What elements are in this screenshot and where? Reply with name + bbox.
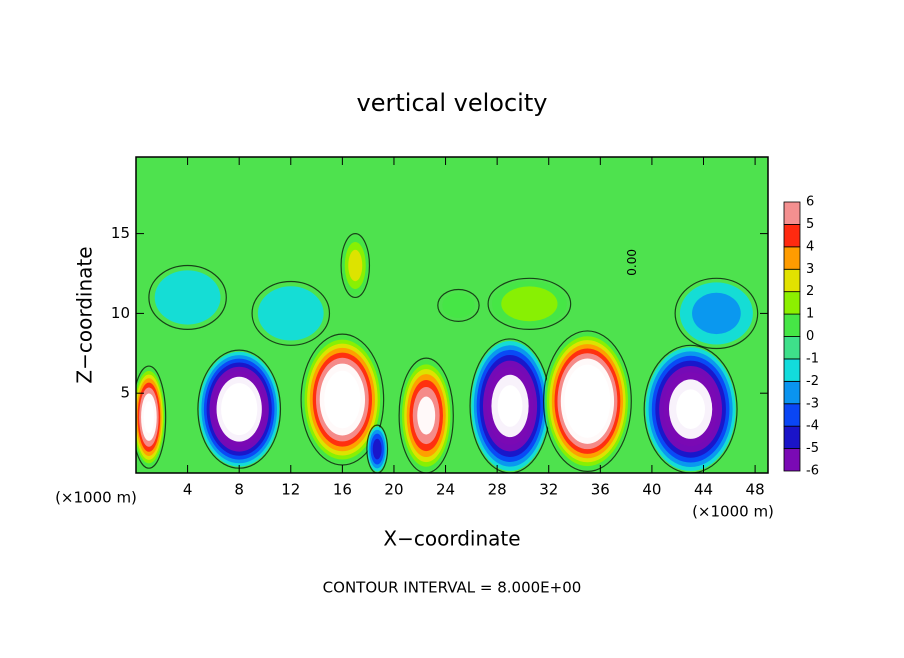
zero-contour [643,344,738,473]
colorbar-label: 0 [806,329,814,344]
colorbar-swatch [783,246,801,270]
x-axis-label: X−coordinate [383,527,520,551]
feature [136,365,167,469]
zero-contour [251,280,331,346]
x-tick-label: 44 [694,481,713,499]
feature [674,277,759,350]
x-tick-label: 16 [333,481,352,499]
colorbar-label: -1 [806,351,819,366]
zero-contour [136,365,167,469]
colorbar-swatch [783,224,801,248]
feature [487,277,572,330]
y-tick-label: 15 [111,224,130,242]
colorbar-swatch [783,268,801,293]
feature-band [442,292,475,318]
x-tick-label: 32 [539,481,558,499]
x-tick-label: 4 [183,481,193,499]
feature-band [575,381,600,421]
zero-contour [674,277,759,350]
zero-contour [487,277,572,330]
feature [542,330,632,473]
x-unit-left: (×1000 m) [55,489,137,507]
feature [643,344,738,473]
colorbar-swatch [783,380,801,405]
y-axis-label: Z−coordinate [73,246,97,383]
colorbar-label: 4 [806,239,814,254]
feature-band [227,391,252,427]
zero-contour [366,424,389,473]
feature-band [417,396,436,435]
feature [340,233,371,299]
overlay: 4 8 12 16 20 24 28 32 36 40 44 48510150.00-6-5-4-3-… [111,156,819,499]
colorbar-label: 2 [806,284,814,299]
colorbar-swatch [783,313,801,337]
colorbar-label: -6 [806,464,819,479]
x-unit-right: (×1000 m) [692,503,774,521]
feature-band [143,401,155,433]
x-tick-label: 40 [642,481,661,499]
x-tick-label: 36 [591,481,610,499]
footer: CONTOUR INTERVAL = 8.000E+00 [323,579,582,597]
feature-band [676,389,706,429]
colorbar-swatch [783,403,801,427]
colorbar-label: 3 [806,262,814,277]
feature [300,333,385,466]
y-tick-label: 5 [120,384,130,402]
feature [251,280,331,346]
feature-band [348,249,363,282]
colorbar-swatch [783,358,801,382]
colorbar-swatch [783,291,801,315]
feature-band [372,438,382,460]
x-tick-label: 12 [281,481,300,499]
x-tick-label: 48 [746,481,765,499]
feature-band [330,380,355,419]
zero-contour [437,288,480,322]
colorbar-label: -2 [806,374,819,389]
colorbar-label: -5 [806,441,819,456]
feature-band [154,270,221,325]
chart-title: vertical velocity [357,89,548,117]
feature-band [497,385,523,427]
colorbar-label: -4 [806,419,819,434]
x-tick-label: 8 [234,481,244,499]
feature [197,349,282,469]
colorbar-swatch [783,201,801,225]
colorbar-label: 6 [806,195,814,210]
feature [437,288,480,322]
y-tick-label: 10 [111,304,130,322]
zero-contour [340,233,371,299]
zero-contour [542,330,632,473]
zero-contour [148,264,227,330]
feature-band [257,286,324,341]
field [136,157,768,473]
colorbar-label: 5 [806,217,814,232]
plot-frame [135,156,769,474]
colorbar-swatch [783,448,801,472]
feature-band [501,286,558,322]
contour-label: 0.00 [625,249,639,276]
colorbar-swatch [783,425,801,449]
feature [469,338,551,473]
x-tick-label: 28 [488,481,507,499]
x-tick-label: 20 [384,481,403,499]
colorbar-swatch [783,336,801,360]
feature [148,264,227,330]
x-tick-label: 24 [436,481,455,499]
feature [398,357,454,473]
feature [366,424,389,473]
colorbar-label: 1 [806,307,814,322]
colorbar-label: -3 [806,396,819,411]
feature-band [692,292,741,335]
